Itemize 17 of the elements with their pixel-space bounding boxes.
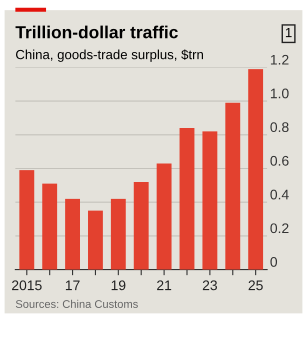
y-tick-label: 0 bbox=[270, 257, 278, 267]
x-tick-label: 21 bbox=[157, 280, 172, 290]
x-tick-label: 17 bbox=[66, 280, 80, 290]
y-tick-label: 1.2 bbox=[270, 54, 288, 65]
chart-subtitle: China, goods-trade surplus, $trn bbox=[16, 49, 203, 62]
chart-title: Trillion-dollar traffic bbox=[16, 26, 178, 38]
y-tick-label: 0.4 bbox=[270, 190, 289, 200]
x-tick-label: 19 bbox=[112, 280, 126, 290]
x-tick-label: 23 bbox=[202, 280, 217, 290]
text: 1 bbox=[286, 28, 292, 38]
y-tick-label: 1.0 bbox=[270, 88, 289, 98]
y-tick-label: 0.6 bbox=[270, 156, 289, 166]
x-tick-label: 2015 bbox=[12, 280, 42, 290]
y-tick-label: 0.8 bbox=[270, 122, 289, 132]
y-tick-label: 0.2 bbox=[270, 223, 288, 234]
source-note: Sources: China Customs bbox=[16, 300, 138, 308]
x-tick-label: 25 bbox=[248, 280, 263, 290]
